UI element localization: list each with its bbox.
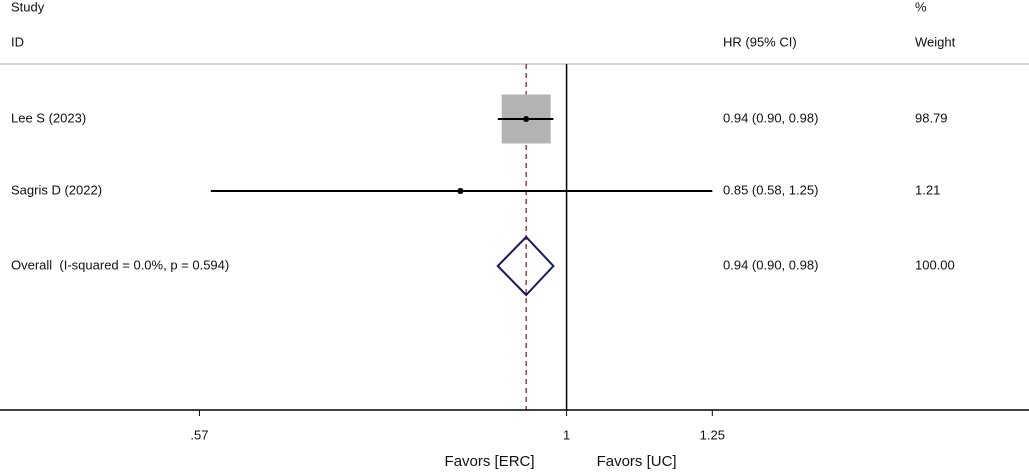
header-study: Study [11,0,45,14]
point-estimate [457,188,464,194]
study-label: Lee S (2023) [11,110,86,125]
ci-label: 0.94 (0.90, 0.98) [723,110,818,125]
x-tick-label: 1 [563,427,570,442]
overall-weight-label: 100.00 [915,257,955,272]
weight-label: 1.21 [915,182,940,197]
header-id: ID [11,34,24,49]
study-label: Sagris D (2022) [11,182,102,197]
header-pct: % [915,0,927,14]
header-effect: HR (95% CI) [723,34,797,49]
overall-ci-label: 0.94 (0.90, 0.98) [723,257,818,272]
overall-label: Overall (I-squared = 0.0%, p = 0.594) [11,257,229,272]
ci-label: 0.85 (0.58, 1.25) [723,182,818,197]
favors-left: Favors [ERC] [445,453,535,470]
point-estimate [523,116,530,122]
x-tick-label: .57 [190,427,208,442]
x-tick-label: 1.25 [700,427,725,442]
weight-label: 98.79 [915,110,948,125]
header-weight: Weight [915,34,956,49]
favors-right: Favors [UC] [597,453,677,470]
overall-diamond [496,235,555,297]
